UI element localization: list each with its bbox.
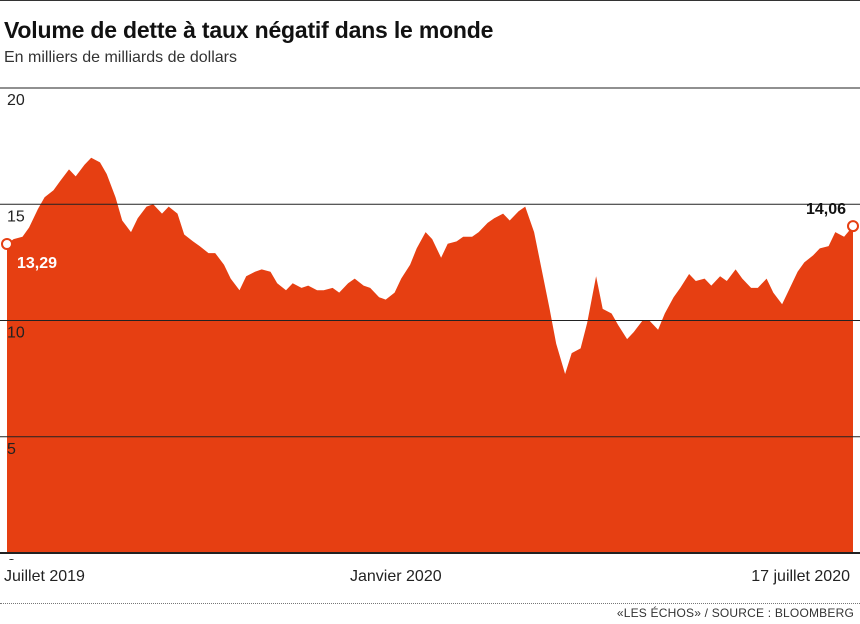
start-marker bbox=[1, 238, 13, 251]
y-tick-label: 5 bbox=[7, 441, 16, 458]
x-tick-label-end: 17 juillet 2020 bbox=[751, 568, 850, 585]
end-value-label: 14,06 bbox=[806, 201, 846, 218]
marker-layer: 13,29 14,06 bbox=[1, 201, 859, 272]
area-series bbox=[7, 157, 853, 554]
grid-layer bbox=[0, 87, 860, 554]
y-tick-label: 15 bbox=[7, 208, 25, 225]
y-tick-label: 0 bbox=[7, 557, 16, 560]
y-tick-label: 20 bbox=[7, 92, 25, 109]
start-value-label: 13,29 bbox=[17, 255, 57, 272]
area-layer bbox=[7, 157, 853, 554]
chart-title: Volume de dette à taux négatif dans le m… bbox=[4, 17, 494, 43]
tick-layer: 0 5 10 15 20 bbox=[7, 92, 25, 560]
chart-subtitle: En milliers de milliards de dollars bbox=[4, 49, 237, 66]
x-tick-label-middle: Janvier 2020 bbox=[350, 568, 442, 585]
y-tick-label: 10 bbox=[7, 325, 25, 342]
source-credit: «LES ÉCHOS» / SOURCE : BLOOMBERG bbox=[616, 606, 854, 620]
end-marker bbox=[847, 220, 859, 233]
area-chart: 0 5 10 15 20 13,29 14,06 bbox=[0, 87, 860, 560]
x-tick-label-start: Juillet 2019 bbox=[4, 568, 85, 585]
top-rule bbox=[0, 0, 860, 1]
footer-divider bbox=[0, 603, 860, 604]
